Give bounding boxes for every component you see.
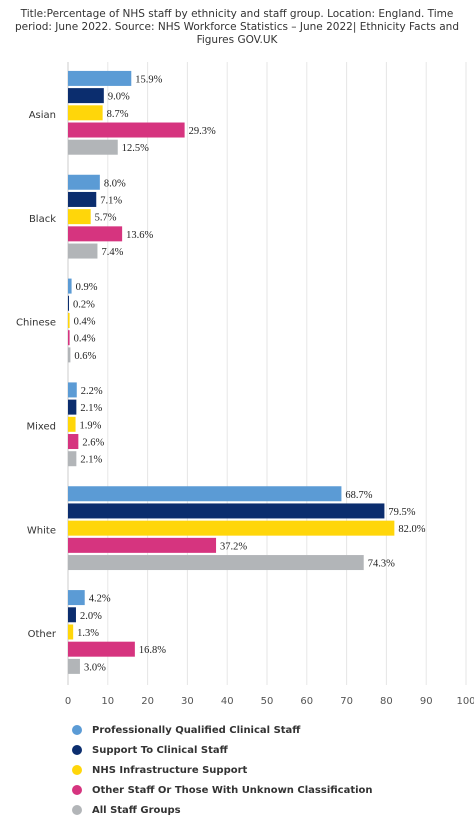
bar [68,70,132,86]
category-label: Chinese [16,318,56,329]
bar [68,209,91,225]
data-label: 0.9% [76,282,98,293]
legend-item[interactable]: Professionally Qualified Clinical Staff [72,720,373,740]
x-tick-label: 50 [261,696,274,707]
legend-marker-icon [72,725,82,735]
legend-label: Support To Clinical Staff [92,744,228,756]
data-label: 79.5% [388,507,415,518]
x-tick-label: 90 [420,696,433,707]
bar [68,520,395,536]
bar [68,537,217,553]
chart-legend: Professionally Qualified Clinical Staff S… [72,720,373,820]
bar [68,191,97,207]
bar [68,243,98,259]
bar [68,312,70,328]
legend-marker-icon [72,805,82,815]
legend-item[interactable]: Other Staff Or Those With Unknown Classi… [72,780,373,800]
bar [68,624,74,640]
legend-item[interactable]: Support To Clinical Staff [72,740,373,760]
bar [68,658,80,674]
data-label: 2.0% [80,611,102,622]
legend-marker-icon [72,785,82,795]
bar [68,278,72,294]
data-label: 8.7% [107,109,129,120]
bar [68,226,123,242]
data-label: 1.9% [80,420,102,431]
bar [68,382,77,398]
x-tick-label: 100 [456,696,474,707]
legend-item[interactable]: NHS Infrastructure Support [72,760,373,780]
bar [68,174,100,190]
legend-label: NHS Infrastructure Support [92,764,248,776]
bar [68,347,71,363]
category-label: Other [28,629,57,640]
data-label: 8.0% [104,178,126,189]
data-label: 74.3% [368,559,395,570]
x-tick-label: 30 [181,696,194,707]
legend-label: All Staff Groups [92,804,181,816]
bar [68,88,104,104]
data-label: 2.2% [81,386,103,397]
data-label: 82.0% [398,524,425,535]
bar [68,122,185,138]
bar [68,295,69,311]
x-tick-label: 70 [340,696,353,707]
bar [68,105,103,121]
data-label: 4.2% [89,594,111,605]
chart-title: Title:Percentage of NHS staff by ethnici… [14,8,459,46]
data-label: 7.1% [100,195,122,206]
data-label: 15.9% [135,74,162,85]
legend-label: Other Staff Or Those With Unknown Classi… [92,784,373,796]
x-tick-label: 10 [101,696,114,707]
bar [68,434,79,450]
data-label: 37.2% [220,541,247,552]
x-tick-label: 40 [221,696,234,707]
bar [68,451,77,467]
bar [68,590,85,606]
x-tick-label: 0 [65,696,71,707]
data-label: 0.4% [74,316,96,327]
bar [68,607,76,623]
bar [68,330,70,346]
category-label: Black [29,214,56,225]
category-label: Mixed [26,421,56,432]
data-label: 7.4% [101,247,123,258]
data-label: 5.7% [95,213,117,224]
category-label: Asian [29,110,56,121]
bar-chart: 0 10 20 30 40 50 60 70 80 90 100 Asian 15.9% 9.0% 8.7%… [16,62,474,707]
x-tick-label: 20 [141,696,154,707]
x-tick-label: 60 [300,696,313,707]
bar [68,555,364,571]
data-label: 29.3% [189,126,216,137]
bar [68,399,77,415]
x-tick-label: 80 [380,696,393,707]
bar [68,641,135,657]
legend-marker-icon [72,765,82,775]
category-label: White [27,525,56,536]
legend-marker-icon [72,745,82,755]
data-label: 0.6% [74,351,96,362]
bar [68,486,342,502]
legend-item[interactable]: All Staff Groups [72,800,373,820]
legend-label: Professionally Qualified Clinical Staff [92,724,301,736]
data-label: 9.0% [108,92,130,103]
data-label: 2.1% [80,403,102,414]
data-label: 12.5% [122,143,149,154]
data-label: 1.3% [77,628,99,639]
data-label: 0.2% [73,299,95,310]
data-label: 16.8% [139,645,166,656]
data-label: 2.6% [82,438,104,449]
data-label: 68.7% [345,490,372,501]
bar [68,503,385,519]
bar [68,416,76,432]
data-label: 0.4% [74,334,96,345]
data-label: 3.0% [84,662,106,673]
data-label: 13.6% [126,230,153,241]
data-label: 2.1% [80,455,102,466]
bar [68,139,118,155]
